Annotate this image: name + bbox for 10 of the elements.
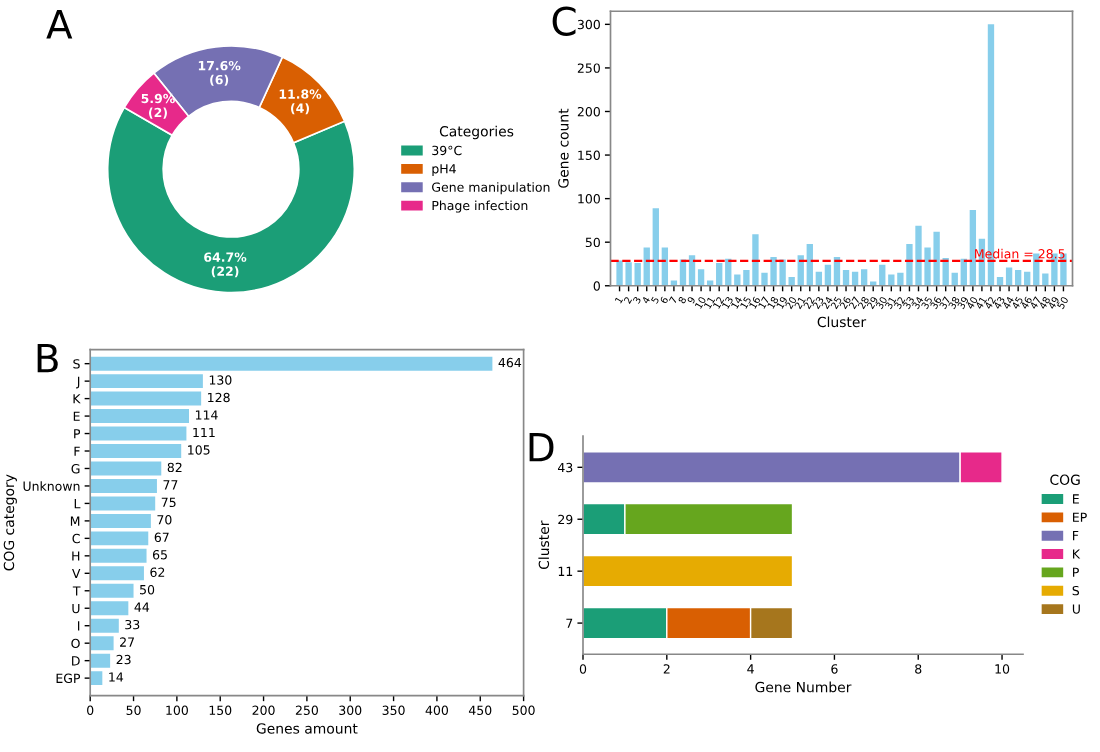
bar [688, 255, 696, 286]
chart-title: B [37, 343, 58, 373]
bar [583, 554, 794, 588]
bar [860, 269, 868, 286]
chart-title: A [46, 10, 73, 39]
bar [1005, 267, 1013, 286]
bar [824, 264, 832, 286]
chart-title: D [529, 433, 554, 462]
bar [969, 209, 977, 286]
bar [1014, 270, 1022, 286]
